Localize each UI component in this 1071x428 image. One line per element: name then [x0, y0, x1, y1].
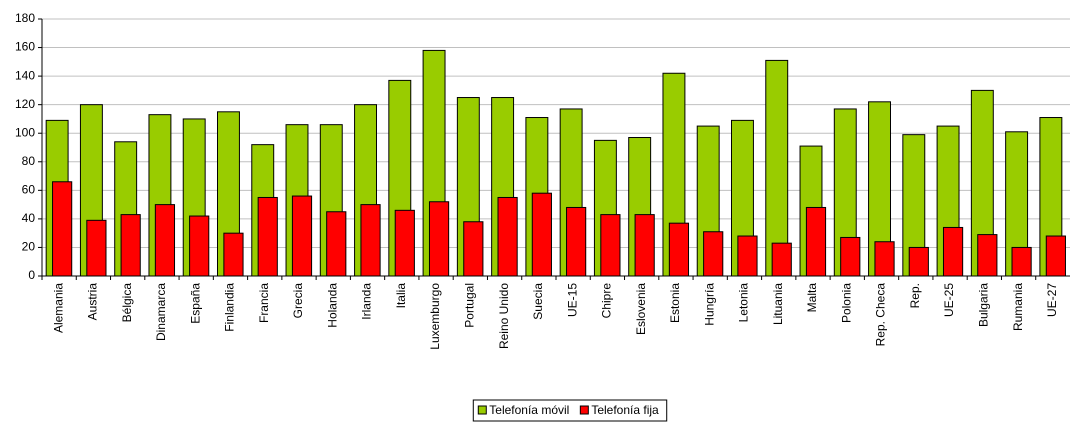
- bar: [223, 232, 244, 277]
- bar: [394, 209, 415, 277]
- x-tick-label: Rep.: [908, 283, 922, 308]
- bar: [566, 206, 587, 277]
- x-tick-label: Rep. Checa: [874, 283, 888, 347]
- x-tick-label: Alemania: [51, 283, 65, 333]
- x-tick-label: Irlanda: [360, 283, 374, 320]
- bar: [326, 211, 347, 277]
- bar: [291, 195, 313, 277]
- bar: [120, 214, 141, 277]
- x-tick-label: Polonia: [839, 283, 853, 323]
- bar: [1011, 246, 1032, 277]
- x-tick-label: Francia: [257, 283, 271, 323]
- x-tick-label: Estonia: [668, 283, 682, 323]
- x-tick-label: UE-27: [1045, 283, 1059, 317]
- bar: [531, 192, 552, 277]
- bar: [52, 181, 73, 277]
- x-tick-label: Austria: [86, 283, 100, 321]
- x-tick-label: Bulgaria: [977, 283, 991, 327]
- x-tick-label: Dinamarca: [154, 283, 168, 341]
- x-tick-label: Grecia: [291, 283, 305, 319]
- y-tick-label: 180: [15, 11, 35, 25]
- legend-swatch: [579, 405, 589, 415]
- bar: [360, 204, 381, 277]
- bar: [805, 206, 827, 277]
- x-tick-label: Malta: [805, 283, 819, 313]
- y-tick-label: 60: [22, 183, 36, 197]
- y-tick-label: 20: [22, 240, 36, 254]
- y-tick-label: 120: [15, 97, 35, 111]
- bar: [840, 236, 861, 277]
- x-tick-label: Hungría: [702, 283, 716, 326]
- y-tick-label: 100: [15, 125, 35, 139]
- bar: [737, 235, 758, 277]
- bar: [771, 242, 792, 277]
- bar: [874, 241, 895, 277]
- x-tick-label: Rumania: [1011, 283, 1025, 331]
- x-tick-label: Reino Unido: [497, 283, 511, 349]
- bar: [977, 234, 998, 277]
- bar: [154, 204, 176, 277]
- bar: [428, 201, 450, 277]
- bar: [668, 222, 690, 277]
- y-tick-label: 40: [22, 211, 36, 225]
- x-tick-label: Letonia: [737, 283, 751, 323]
- bar: [189, 215, 210, 277]
- x-tick-label: Portugal: [463, 283, 477, 328]
- y-tick-label: 140: [15, 68, 35, 82]
- x-tick-label: España: [188, 283, 202, 324]
- bar: [463, 221, 484, 277]
- x-tick-label: Chipre: [600, 283, 614, 319]
- x-tick-label: Lituania: [771, 283, 785, 325]
- legend-label: Telefonía fija: [591, 403, 659, 417]
- x-tick-label: Suecia: [531, 283, 545, 320]
- y-tick-label: 160: [15, 40, 35, 54]
- x-tick-label: Luxemburgo: [428, 283, 442, 350]
- x-tick-label: Italia: [394, 283, 408, 309]
- legend-box: [472, 399, 668, 422]
- y-tick-label: 0: [28, 268, 35, 282]
- x-tick-label: UE-15: [565, 283, 579, 317]
- x-tick-label: Finlandia: [223, 283, 237, 332]
- bar: [634, 214, 655, 277]
- bar: [86, 219, 107, 277]
- bar: [1045, 235, 1066, 277]
- bar: [942, 226, 964, 277]
- bar: [497, 196, 518, 277]
- x-tick-label: Eslovenia: [634, 283, 648, 335]
- x-tick-label: UE-25: [942, 283, 956, 317]
- y-tick-label: 80: [22, 154, 36, 168]
- bar: [257, 196, 278, 277]
- x-tick-label: Bélgica: [120, 283, 134, 323]
- bar: [908, 246, 929, 277]
- legend-label: Telefonía móvil: [489, 403, 569, 417]
- legend: Telefonía móvil Telefonía fija: [472, 399, 668, 422]
- bar: [703, 231, 724, 277]
- x-tick-label: Holanda: [325, 283, 339, 328]
- bar: [600, 214, 621, 277]
- legend-swatch: [477, 405, 487, 415]
